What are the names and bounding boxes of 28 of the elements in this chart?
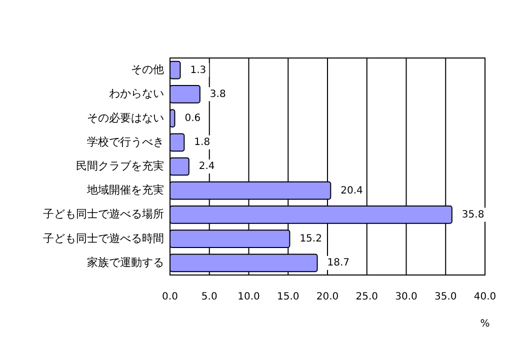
y-tick-label: 家族で運動する xyxy=(87,256,164,269)
data-label: 2.4 xyxy=(198,161,215,172)
y-tick-label: 民間クラブを充実 xyxy=(76,160,164,173)
x-tick-label: 25.0 xyxy=(356,292,378,303)
x-tick-label: 0.0 xyxy=(162,292,178,303)
x-tick-label: 20.0 xyxy=(316,292,339,303)
y-tick-label: わからない xyxy=(109,87,164,100)
x-tick-label: 35.0 xyxy=(434,292,457,303)
data-label: 15.2 xyxy=(300,234,322,245)
data-label: 0.6 xyxy=(184,113,201,124)
x-tick-label: 40.0 xyxy=(474,292,496,303)
x-tick-label: 10.0 xyxy=(238,292,260,303)
x-tick-label: 5.0 xyxy=(201,292,218,303)
y-tick-label: その他 xyxy=(131,63,164,76)
y-tick-label: 地域開催を充実 xyxy=(86,184,164,197)
data-label: 18.7 xyxy=(327,258,350,269)
y-tick-label: その必要はない xyxy=(87,111,164,124)
data-label: 35.8 xyxy=(462,209,484,220)
y-tick-label: 子ども同士で遊べる場所 xyxy=(43,208,164,221)
data-label: 20.4 xyxy=(340,185,363,196)
data-label: 1.3 xyxy=(190,64,206,76)
y-tick-label: 学校で行うべき xyxy=(87,135,164,148)
x-tick-label: 15.0 xyxy=(276,292,300,303)
x-tick-label: 30.0 xyxy=(395,292,418,303)
y-tick-label: 子ども同士で遊べる時間 xyxy=(43,232,164,245)
data-label: 3.8 xyxy=(210,88,226,100)
data-label: 1.8 xyxy=(194,137,210,148)
x-axis-title: % xyxy=(480,318,490,330)
